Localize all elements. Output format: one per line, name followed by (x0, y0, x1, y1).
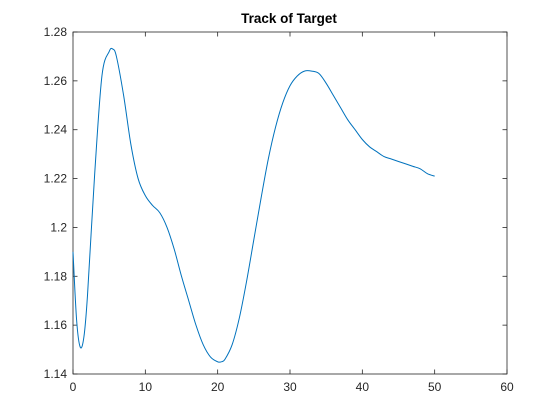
y-tick-label: 1.26 (44, 74, 68, 88)
tick-marks (72, 31, 508, 375)
x-tick-label: 20 (211, 380, 225, 394)
chart-title: Track of Target (241, 11, 337, 26)
y-tick-label: 1.24 (44, 123, 68, 137)
x-tick-label: 40 (356, 380, 370, 394)
y-tick-label: 1.18 (44, 269, 68, 283)
axes (72, 31, 508, 375)
y-tick-label: 1.14 (44, 367, 68, 381)
x-tick-label: 0 (70, 380, 77, 394)
y-tick-label: 1.16 (44, 318, 68, 332)
y-tick-label: 1.2 (50, 220, 67, 234)
y-tick-label: 1.28 (44, 25, 68, 39)
y-tick-labels: 1.14 1.16 1.18 1.2 1.22 1.24 1.26 1.28 (44, 25, 68, 381)
y-tick-label: 1.22 (44, 172, 68, 186)
plot-area (72, 31, 508, 375)
x-tick-labels: 0 10 20 30 40 50 60 (70, 380, 514, 394)
x-tick-label: 50 (428, 380, 442, 394)
x-tick-label: 60 (500, 380, 514, 394)
x-tick-label: 10 (139, 380, 153, 394)
series-line (72, 47, 435, 363)
x-tick-label: 30 (283, 380, 297, 394)
